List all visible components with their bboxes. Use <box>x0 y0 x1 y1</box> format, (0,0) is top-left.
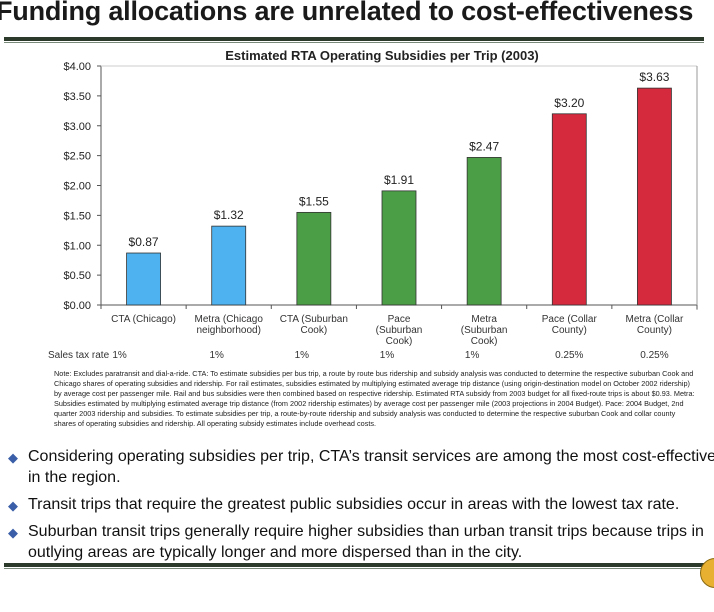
bullet-text: Transit trips that require the greatest … <box>28 496 680 513</box>
bar <box>211 225 247 306</box>
y-tick-label: $4.00 <box>63 61 91 73</box>
data-label: $1.91 <box>384 173 414 187</box>
y-tick-label: $3.00 <box>63 121 91 133</box>
sales-tax-value: 0.25% <box>640 350 669 361</box>
x-tick-label: Metra (Collar County) <box>626 314 684 336</box>
bar <box>381 190 417 306</box>
bullet-item: ◆ Suburban transit trips generally requir… <box>6 521 714 563</box>
y-tick-label: $1.00 <box>63 240 91 252</box>
y-tick-label: $2.50 <box>63 151 91 163</box>
bullet-text: Considering operating subsidies per trip… <box>28 448 714 486</box>
bar <box>637 87 672 306</box>
sales-tax-value: 1% <box>294 350 310 361</box>
data-label: $3.20 <box>554 96 584 110</box>
title-divider <box>4 37 704 41</box>
chart-note: Note: Excludes paratransit and dial-a-ri… <box>54 369 695 428</box>
x-tick-label: Pace (Collar County) <box>542 314 598 336</box>
bar <box>466 157 502 306</box>
slide-title: Funding allocations are unrelated to cos… <box>0 0 694 26</box>
diamond-bullet-icon: ◆ <box>8 498 18 513</box>
chart-title: Estimated RTA Operating Subsidies per Tr… <box>225 48 539 63</box>
bar <box>126 252 161 306</box>
x-tick-label: Pace (Suburban Cook) <box>376 314 423 347</box>
y-tick-label: $2.00 <box>63 181 91 193</box>
sales-tax-value: 1% <box>209 350 224 361</box>
sales-tax-value: 1% <box>112 350 127 361</box>
y-tick-label: $3.50 <box>63 91 91 103</box>
bottom-divider <box>4 563 704 567</box>
data-label: $3.63 <box>639 70 669 84</box>
y-tick-label: $1.50 <box>63 210 91 222</box>
y-tick-label: $0.50 <box>63 270 91 282</box>
bar <box>296 211 332 306</box>
sales-tax-value: 0.25% <box>555 350 584 361</box>
x-tick-label: CTA (Chicago) <box>111 314 176 325</box>
bar <box>551 113 587 306</box>
bullet-item: ◆ Transit trips that require the greatest… <box>6 494 714 515</box>
sales-tax-value: 1% <box>464 350 480 361</box>
bar-chart: Estimated RTA Operating Subsidies per Tr… <box>63 48 698 347</box>
x-tick-label: Metra (Chicago neighborhood) <box>195 314 264 336</box>
diamond-bullet-icon: ◆ <box>8 450 18 465</box>
data-label: $1.55 <box>299 194 329 208</box>
x-tick-label: Metra (Suburban Cook) <box>461 314 508 347</box>
data-label: $2.47 <box>469 139 499 153</box>
x-tick-label: CTA (Suburban Cook) <box>280 314 348 336</box>
y-tick-label: $0.00 <box>63 300 91 312</box>
bullet-text: Suburban transit trips generally require… <box>28 523 704 561</box>
data-label: $1.32 <box>214 208 244 222</box>
data-label: $0.87 <box>129 235 159 249</box>
sales-tax-label: Sales tax rate <box>48 350 110 361</box>
bullet-item: ◆ Considering operating subsidies per tri… <box>6 446 714 488</box>
title-divider-thin <box>4 42 704 43</box>
sales-tax-value: 1% <box>379 350 395 361</box>
bottom-divider-thin <box>4 568 704 569</box>
diamond-bullet-icon: ◆ <box>8 525 18 540</box>
bullet-list: ◆ Considering operating subsidies per tri… <box>6 446 714 569</box>
